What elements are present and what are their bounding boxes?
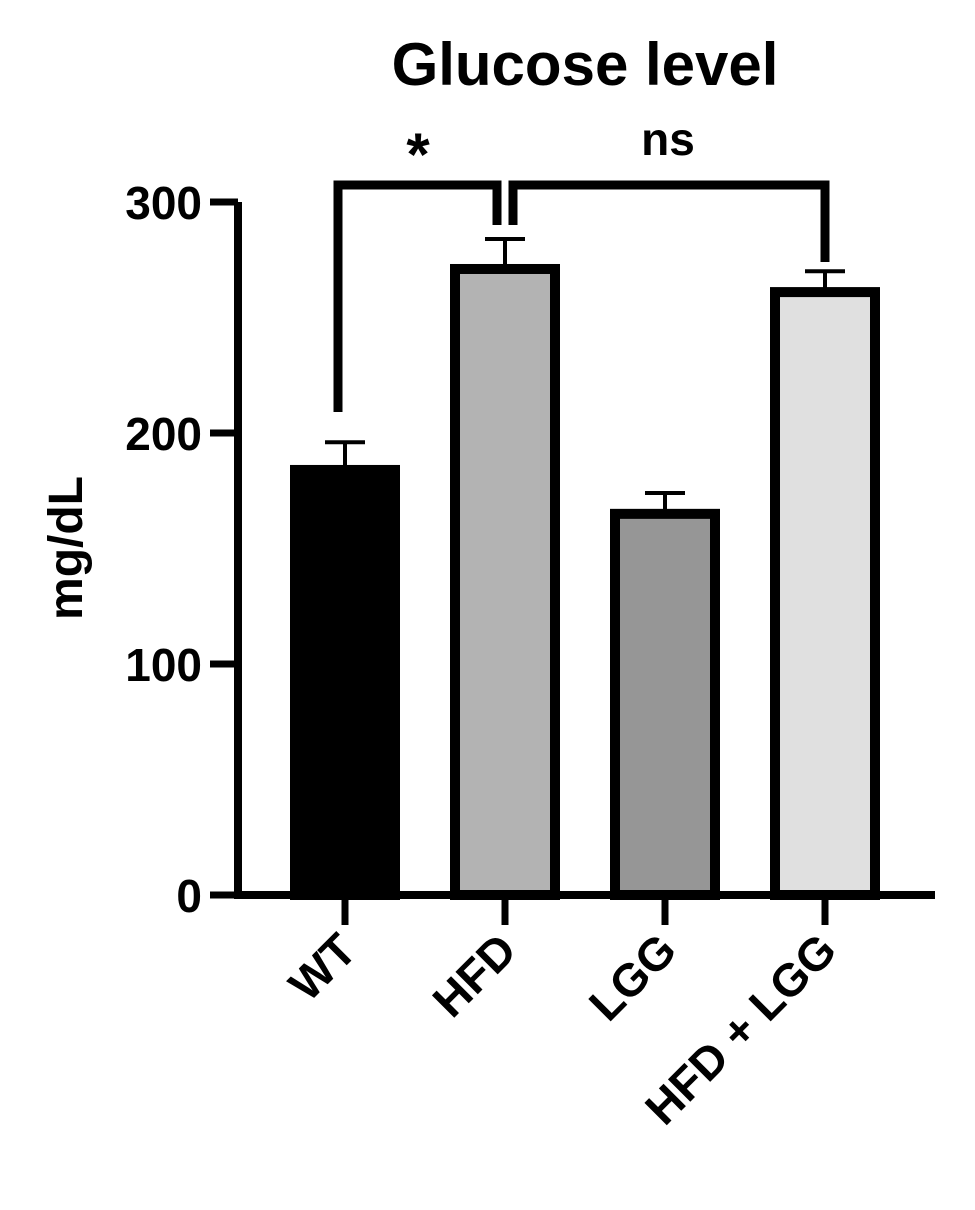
chart-title: Glucose level: [392, 31, 779, 98]
bar: [610, 508, 720, 900]
bar: [290, 464, 400, 900]
bar: [770, 287, 880, 900]
y-tick-label: 200: [125, 408, 202, 460]
y-tick-label: 100: [125, 639, 202, 691]
significance-label: *: [406, 121, 430, 188]
significance-bracket: [508, 180, 830, 262]
x-tick-label: LGG: [579, 923, 686, 1030]
bar: [450, 263, 560, 900]
significance-label: ns: [641, 113, 695, 165]
y-tick-label: 0: [176, 870, 202, 922]
y-tick-label: 300: [125, 177, 202, 229]
y-axis-label: mg/dL: [40, 476, 93, 620]
x-tick-label: WT: [279, 923, 366, 1010]
x-tick-label: HFD: [422, 923, 526, 1027]
significance-bracket: [333, 180, 502, 412]
